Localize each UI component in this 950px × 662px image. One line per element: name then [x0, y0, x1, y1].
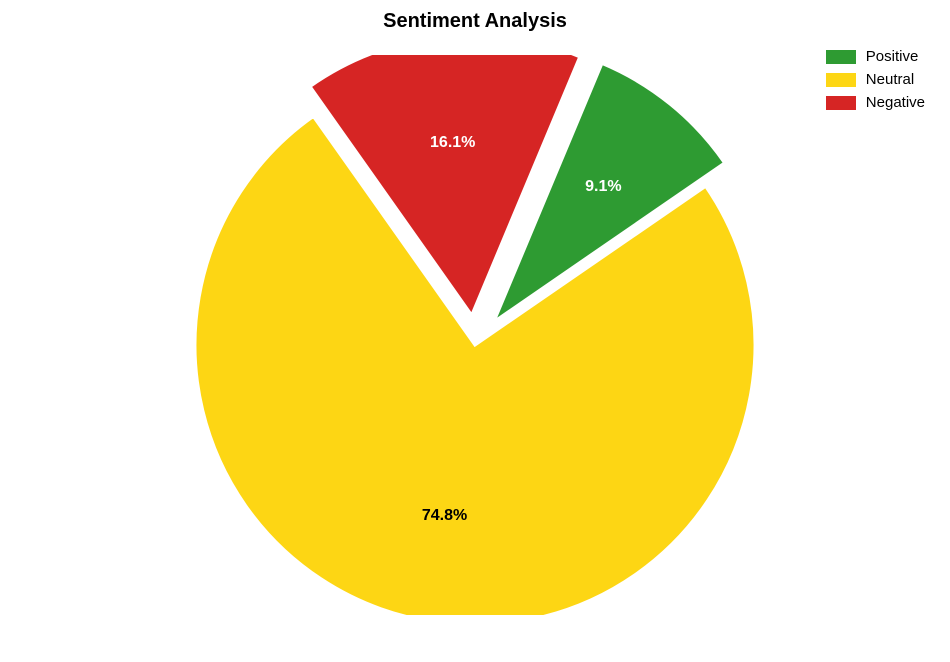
legend-swatch-neutral — [826, 73, 856, 87]
legend-label-neutral: Neutral — [866, 71, 914, 88]
chart-title: Sentiment Analysis — [0, 10, 950, 33]
legend-label-positive: Positive — [866, 48, 919, 65]
slice-label-neutral: 74.8% — [422, 507, 467, 524]
slice-label-positive: 9.1% — [585, 178, 621, 195]
legend-item-positive: Positive — [826, 48, 925, 65]
legend-label-negative: Negative — [866, 94, 925, 111]
legend-swatch-positive — [826, 50, 856, 64]
pie-chart: 9.1% 74.8% 16.1% — [195, 55, 755, 615]
slice-label-negative: 16.1% — [430, 134, 475, 151]
legend-item-neutral: Neutral — [826, 71, 925, 88]
legend-item-negative: Negative — [826, 94, 925, 111]
legend: Positive Neutral Negative — [826, 48, 925, 117]
legend-swatch-negative — [826, 96, 856, 110]
